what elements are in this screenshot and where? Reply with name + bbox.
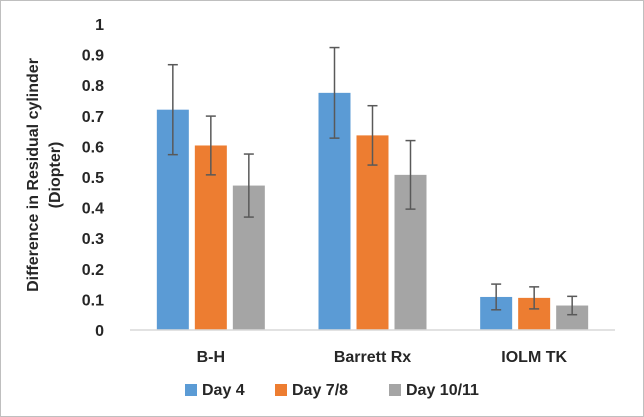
legend-swatch bbox=[275, 384, 287, 396]
x-axis-ticks: B-H Barrett Rx IOLM TK bbox=[197, 349, 568, 366]
y-tick-label: 0.7 bbox=[82, 109, 104, 126]
legend-label: Day 10/11 bbox=[406, 382, 479, 399]
legend-swatch bbox=[185, 384, 197, 396]
y-tick-label: 0.5 bbox=[82, 170, 104, 187]
y-tick-label: 0.4 bbox=[82, 201, 104, 218]
y-tick-label: 0.2 bbox=[82, 262, 104, 279]
y-tick-label: 0.3 bbox=[82, 231, 104, 248]
y-tick-label: 0.1 bbox=[82, 292, 104, 309]
legend: Day 4 Day 7/8 Day 10/11 bbox=[185, 382, 479, 399]
legend-item: Day 4 bbox=[185, 382, 245, 399]
error-bar bbox=[243, 153, 254, 218]
x-tick-label: IOLM TK bbox=[501, 349, 567, 366]
error-bar bbox=[329, 46, 340, 139]
y-axis-title-line-1: Difference in Residual cylinder bbox=[25, 58, 42, 292]
error-bar bbox=[167, 63, 178, 156]
error-bar bbox=[567, 295, 578, 316]
y-tick-label: 0 bbox=[95, 323, 104, 340]
y-tick-label: 0.9 bbox=[82, 48, 104, 65]
error-bar bbox=[367, 104, 378, 166]
x-tick-label: Barrett Rx bbox=[334, 349, 411, 366]
error-bar bbox=[205, 115, 216, 176]
error-bar bbox=[405, 139, 416, 210]
y-tick-label: 1 bbox=[95, 17, 104, 34]
bar-b-h-day-7-8 bbox=[194, 145, 227, 330]
x-tick-label: B-H bbox=[197, 349, 225, 366]
legend-label: Day 7/8 bbox=[292, 382, 348, 399]
legend-swatch bbox=[389, 384, 401, 396]
y-axis-ticks: 0 0.1 0.2 0.3 0.4 0.5 0.6 0.7 0.8 0.9 1 bbox=[82, 17, 104, 340]
legend-label: Day 4 bbox=[202, 382, 245, 399]
legend-item: Day 7/8 bbox=[275, 382, 348, 399]
error-bar bbox=[491, 283, 502, 311]
y-axis-title: Difference in Residual cylinder (Diopter… bbox=[25, 58, 64, 292]
bars bbox=[156, 92, 589, 331]
bar-barrett-rx-day-7-8 bbox=[356, 135, 389, 330]
y-tick-label: 0.8 bbox=[82, 78, 104, 95]
error-bars bbox=[167, 46, 578, 316]
y-tick-label: 0.6 bbox=[82, 139, 104, 156]
legend-item: Day 10/11 bbox=[389, 382, 479, 399]
error-bar bbox=[529, 286, 540, 310]
y-axis-title-line-2: (Diopter) bbox=[47, 142, 64, 209]
